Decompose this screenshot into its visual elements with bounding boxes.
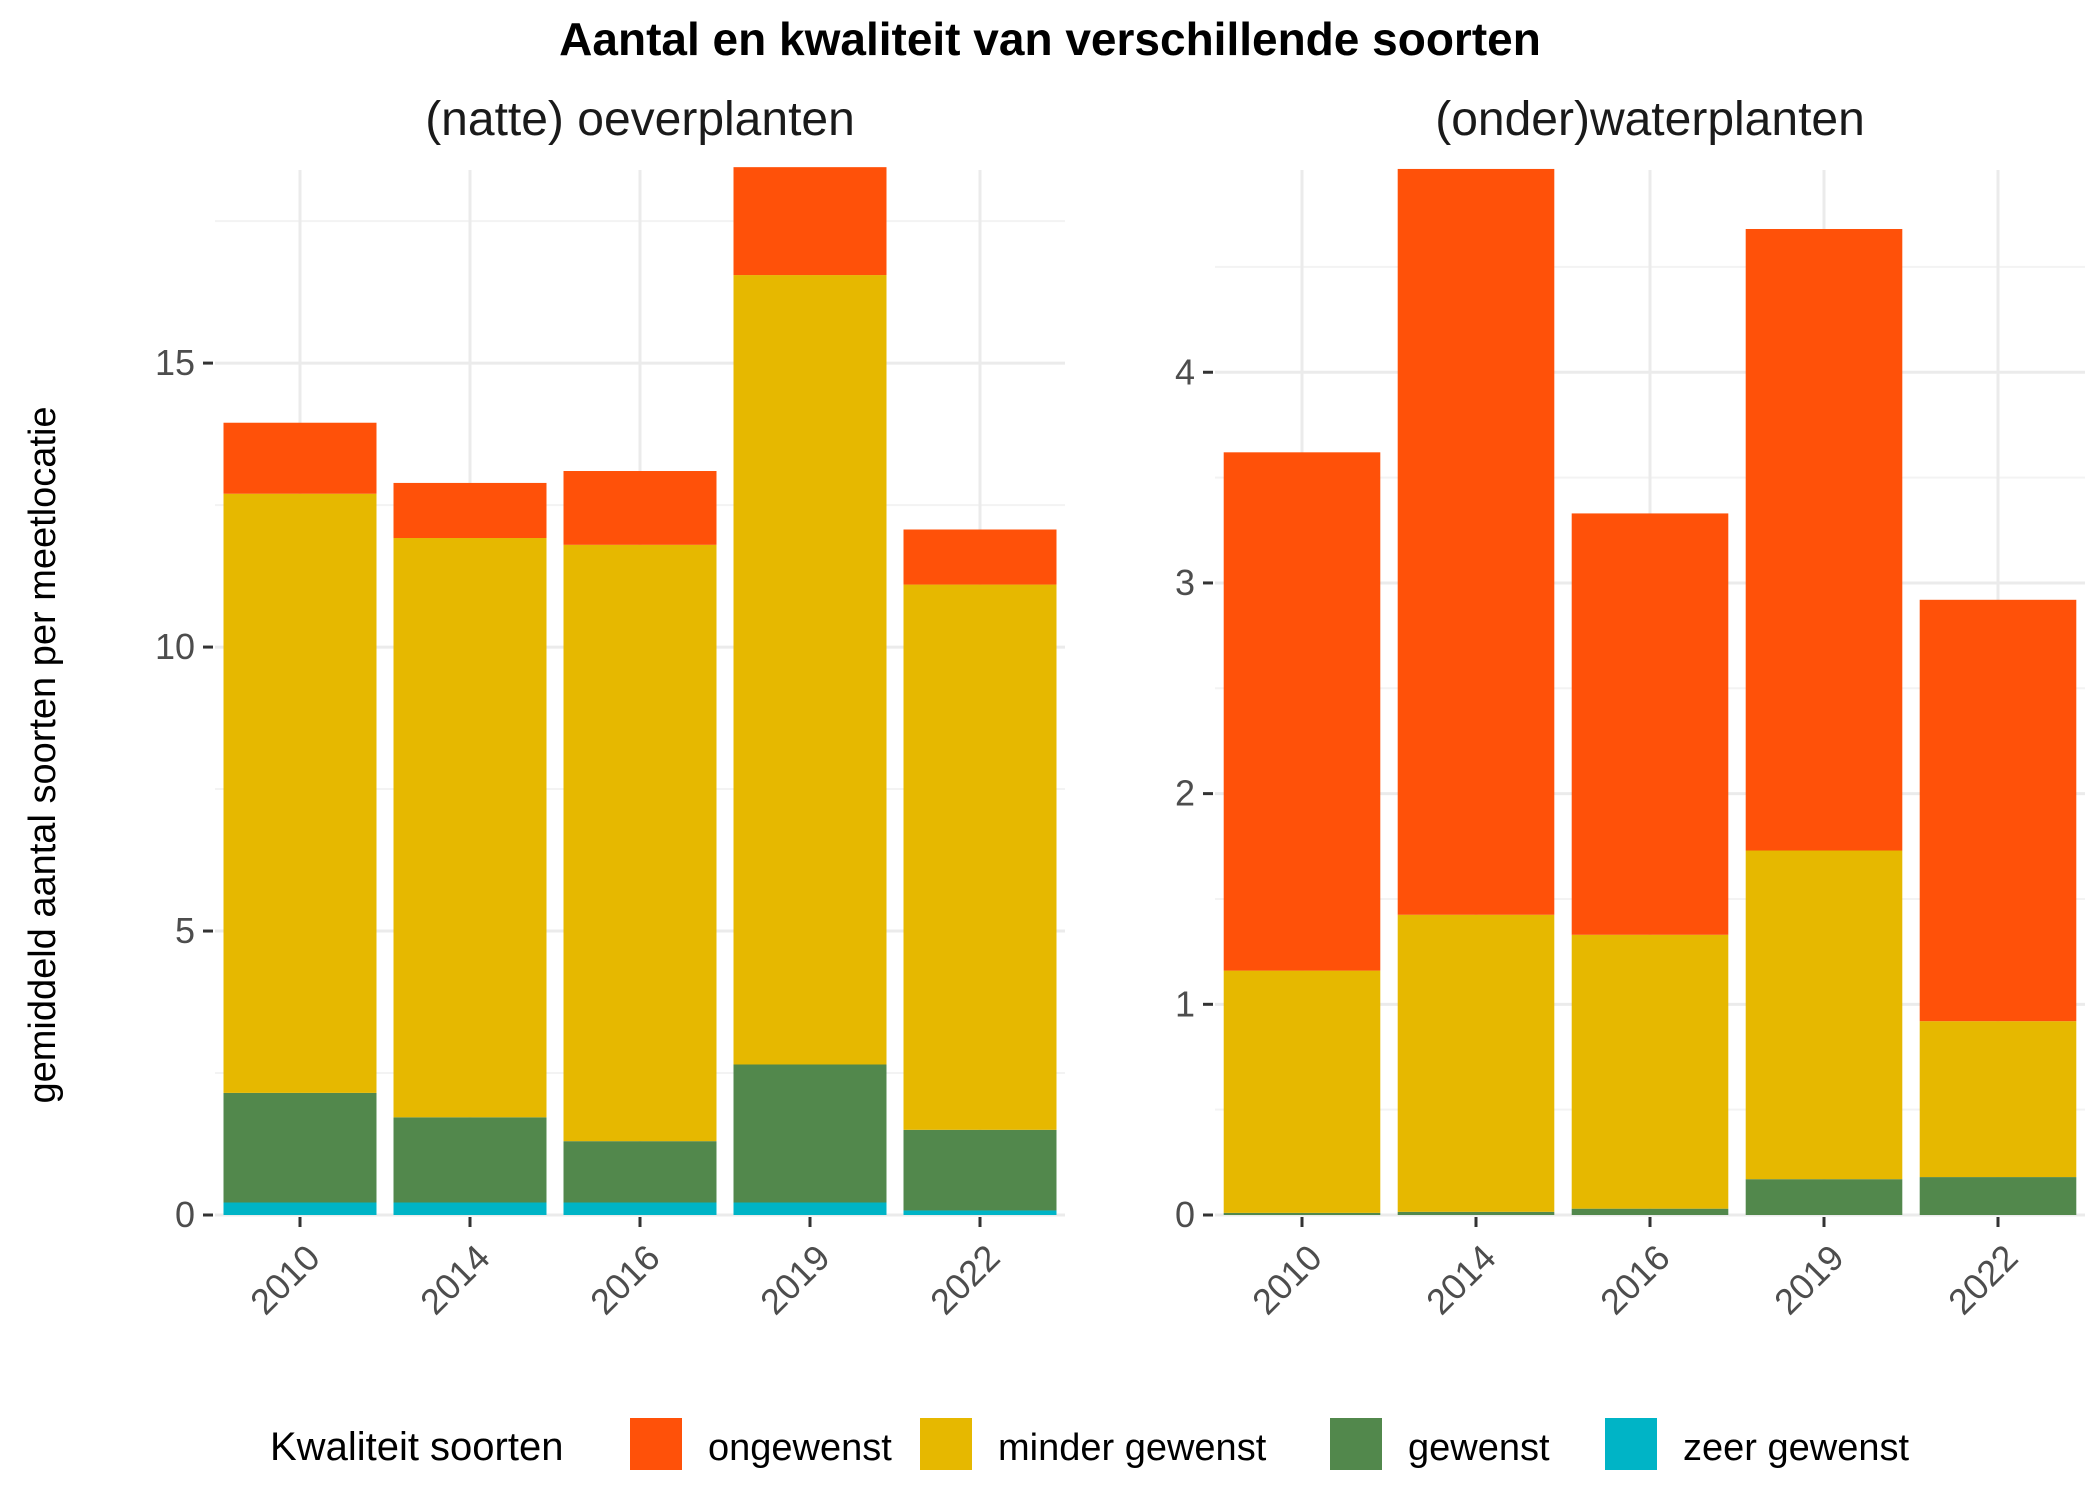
bar-segment	[733, 275, 887, 1065]
x-tick-label: 2010	[242, 1237, 328, 1323]
y-tick-label: 0	[1175, 1194, 1195, 1235]
bar-segment	[733, 1202, 887, 1215]
bar-segment	[563, 544, 717, 1142]
bar-segment	[903, 584, 1057, 1130]
y-tick-label: 1	[1175, 983, 1195, 1024]
x-tick-label: 2022	[1940, 1237, 2026, 1323]
facet-panel-2: (onder)waterplanten 0 1 2 3 4 2010 2014 2016 2019…	[1175, 93, 2085, 1322]
x-tick-label: 2019	[1766, 1237, 1852, 1323]
y-tick-label: 10	[155, 626, 195, 667]
facet-title: (natte) oeverplanten	[425, 93, 855, 146]
legend-item: ongewenst	[630, 1418, 892, 1470]
x-tick-label: 2014	[412, 1237, 498, 1323]
y-tick-label: 3	[1175, 562, 1195, 603]
bar-segment	[1223, 970, 1381, 1213]
y-tick-label: 0	[175, 1194, 195, 1235]
y-tick-label: 5	[175, 910, 195, 951]
bar-segment	[1397, 1211, 1555, 1215]
facet-panel-1: (natte) oeverplanten 0 5 10 15 2010 2014 2016 20…	[155, 93, 1065, 1322]
x-tick-label: 2019	[752, 1237, 838, 1323]
bar-segment	[733, 167, 887, 276]
bar-segment	[1745, 850, 1903, 1180]
bar-segment	[903, 1129, 1057, 1211]
bar-segment	[1919, 1177, 2077, 1215]
bar-segment	[223, 422, 377, 494]
y-tick-label: 4	[1175, 351, 1195, 392]
chart-title: Aantal en kwaliteit van verschillende so…	[559, 13, 1541, 65]
legend-item: gewenst	[1330, 1418, 1550, 1470]
bar-segment	[223, 493, 377, 1093]
legend-key	[1330, 1418, 1382, 1470]
y-tick-label: 2	[1175, 773, 1195, 814]
bar-segment	[393, 1202, 547, 1215]
bar-segment	[563, 1141, 717, 1203]
bar-segment	[903, 529, 1057, 585]
bar-segment	[1223, 1212, 1381, 1215]
bar-segment	[393, 1117, 547, 1203]
y-axis-label: gemiddeld aantal soorten per meetlocatie	[22, 406, 64, 1103]
legend: Kwaliteit soorten ongewenst minder gewenst…	[270, 1418, 1909, 1470]
x-tick-label: 2014	[1418, 1237, 1504, 1323]
legend-label: minder gewenst	[998, 1427, 1267, 1469]
bar-segment	[563, 1202, 717, 1215]
legend-item: zeer gewenst	[1605, 1418, 1909, 1470]
bar-segment	[903, 1210, 1057, 1215]
bar-segment	[1223, 452, 1381, 971]
legend-item: minder gewenst	[920, 1418, 1267, 1470]
facet-title: (onder)waterplanten	[1435, 93, 1865, 146]
bar-segment	[393, 538, 547, 1118]
x-tick-label: 2022	[922, 1237, 1008, 1323]
bar-segment	[1571, 934, 1729, 1209]
x-tick-label: 2016	[1592, 1237, 1678, 1323]
bar-segment	[1571, 513, 1729, 935]
x-tick-label: 2010	[1244, 1237, 1330, 1323]
bar-segment	[1571, 1208, 1729, 1215]
legend-key	[1605, 1418, 1657, 1470]
legend-key	[920, 1418, 972, 1470]
y-tick-label: 15	[155, 342, 195, 383]
bar-segment	[393, 482, 547, 539]
bar-segment	[223, 1092, 377, 1203]
bar-segment	[733, 1064, 887, 1203]
bar-segment	[1397, 914, 1555, 1212]
legend-label: ongewenst	[708, 1427, 892, 1469]
bar-segment	[563, 471, 717, 545]
legend-title: Kwaliteit soorten	[270, 1425, 563, 1469]
bar-segment	[223, 1202, 377, 1215]
bar-segment	[1745, 228, 1903, 851]
bar-segment	[1397, 168, 1555, 915]
bar-segment	[1919, 599, 2077, 1022]
bar-segment	[1919, 1021, 2077, 1178]
bar-segment	[1745, 1179, 1903, 1215]
x-tick-label: 2016	[582, 1237, 668, 1323]
legend-key	[630, 1418, 682, 1470]
legend-label: zeer gewenst	[1683, 1427, 1909, 1469]
legend-label: gewenst	[1408, 1427, 1550, 1469]
